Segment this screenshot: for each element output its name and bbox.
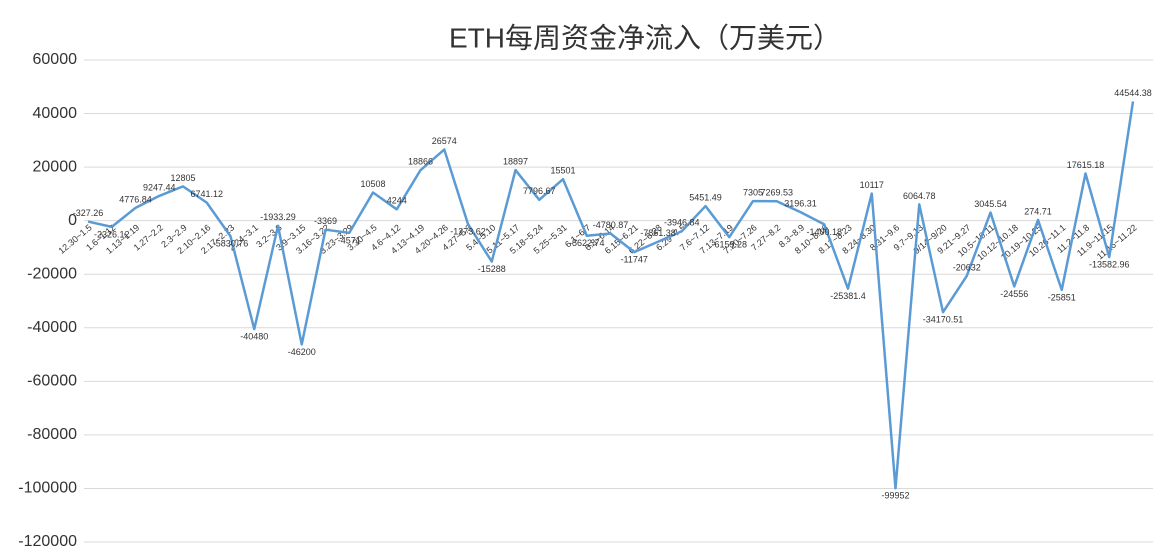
- data-label: 3045.54: [974, 199, 1007, 209]
- y-tick-label: 60000: [33, 51, 78, 68]
- chart-title: ETH每周资金净流入（万美元）: [449, 22, 841, 53]
- data-label: -4780.87: [593, 220, 629, 230]
- data-label: 15501: [550, 166, 575, 176]
- data-label: 17615.18: [1067, 160, 1105, 170]
- data-label: -24556: [1000, 289, 1028, 299]
- data-label: 10508: [360, 179, 385, 189]
- data-label: -5830.76: [213, 239, 249, 249]
- data-label: -25381.4: [830, 291, 866, 301]
- data-label: -1273.62: [450, 226, 486, 236]
- data-label: -1933.29: [260, 212, 296, 222]
- data-label: 26574: [432, 136, 457, 146]
- data-label: -46200: [288, 347, 316, 357]
- data-label: 7305: [743, 187, 763, 197]
- data-label: 3196.31: [784, 198, 817, 208]
- y-tick-label: 0: [68, 212, 77, 229]
- data-label: -327.26: [73, 208, 104, 218]
- data-label: 12805: [170, 173, 195, 183]
- data-label: -20632: [953, 262, 981, 272]
- data-label: 4776.84: [119, 194, 152, 204]
- data-label: -3369: [314, 216, 337, 226]
- y-tick-label: -40000: [27, 319, 77, 336]
- data-label: -40480: [240, 331, 268, 341]
- data-label: -13582.96: [1089, 259, 1130, 269]
- data-line: [87, 101, 1135, 490]
- data-label: -6159.28: [711, 240, 747, 250]
- data-label: 274.71: [1024, 206, 1052, 216]
- y-tick-label: -20000: [27, 265, 77, 282]
- data-label: 6064.78: [903, 191, 936, 201]
- y-tick-label: 20000: [33, 158, 78, 175]
- data-label: -3946.84: [664, 218, 700, 228]
- data-label: -99952: [881, 491, 909, 501]
- data-label: -7861.38: [640, 228, 676, 238]
- y-tick-label: 40000: [33, 105, 78, 122]
- data-label: 7269.53: [760, 188, 793, 198]
- data-label: 18897: [503, 156, 528, 166]
- data-label: 9247.44: [143, 182, 176, 192]
- data-label: 5451.49: [689, 192, 722, 202]
- data-label: -2326.12: [94, 229, 130, 239]
- data-label: -1400.18: [806, 227, 842, 237]
- y-tick-label: -60000: [27, 373, 77, 390]
- data-label: 4244: [387, 196, 407, 206]
- data-label: 44544.38: [1114, 88, 1152, 98]
- y-tick-label: -120000: [18, 533, 77, 550]
- data-label: -4571: [338, 235, 361, 245]
- y-tick-label: -80000: [27, 426, 77, 443]
- data-label: -11747: [621, 254, 648, 264]
- data-label: -25851: [1048, 292, 1076, 302]
- data-label: 6741.12: [190, 189, 223, 199]
- data-label: 7796.67: [523, 186, 556, 196]
- data-label: 10117: [860, 180, 884, 190]
- y-tick-label: -100000: [18, 480, 77, 497]
- data-label: -34170.51: [923, 315, 964, 325]
- data-label: -5622.74: [569, 238, 605, 248]
- data-label: 18866: [408, 157, 433, 167]
- data-label: -15288: [478, 264, 506, 274]
